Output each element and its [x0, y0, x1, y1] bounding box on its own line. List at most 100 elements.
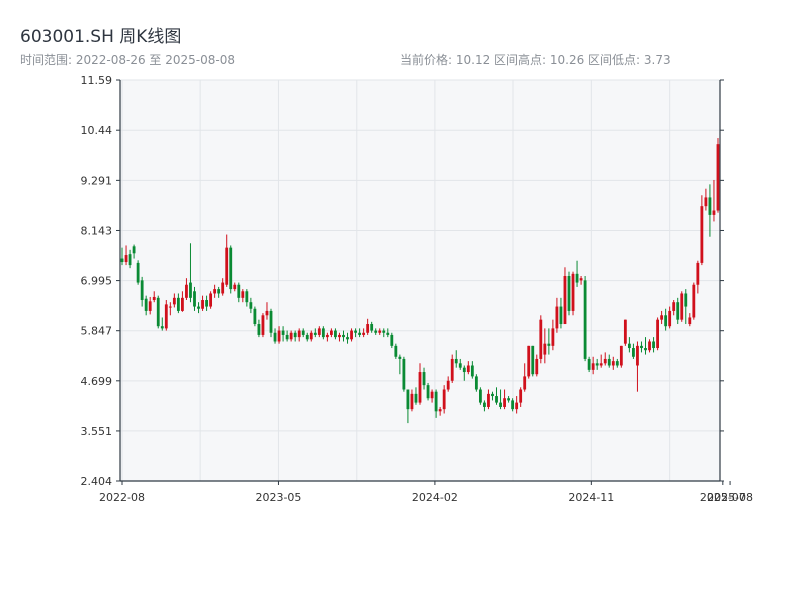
candle-body — [599, 363, 603, 366]
down-candle — [305, 332, 309, 342]
candle-body — [301, 330, 305, 335]
up-candle — [503, 389, 506, 410]
up-candle — [680, 291, 684, 322]
candle-body — [136, 262, 140, 283]
up-candle — [623, 319, 627, 346]
candle-body — [519, 389, 523, 403]
candle-body — [636, 345, 639, 366]
down-candle — [708, 184, 712, 237]
up-candle — [438, 406, 442, 416]
candle-body — [193, 291, 196, 307]
candle-body — [309, 332, 313, 340]
candle-body — [358, 332, 362, 335]
up-candle — [450, 354, 454, 383]
down-candle — [193, 286, 196, 311]
candle-body — [176, 297, 180, 311]
down-candle — [321, 326, 325, 340]
x-axis-ticks: 2022-08 2023-05 2024-02 2024-11 2025-072025-… — [99, 481, 753, 504]
candle-body — [342, 334, 345, 338]
down-candle — [470, 361, 474, 379]
candle-body — [313, 332, 317, 335]
down-candle — [676, 297, 680, 325]
candle-body — [511, 400, 515, 410]
candle-body — [559, 306, 563, 325]
candle-body — [543, 343, 547, 355]
x-tick-label: 2022-08 — [99, 491, 145, 504]
down-candle — [595, 358, 599, 370]
candle-body — [716, 144, 720, 211]
candle-body — [386, 332, 390, 335]
up-candle — [181, 291, 184, 312]
down-candle — [273, 328, 277, 344]
candle-body — [474, 376, 478, 390]
candle-body — [209, 293, 213, 307]
candle-body — [450, 358, 454, 381]
down-candle — [478, 387, 482, 405]
down-candle — [398, 354, 402, 375]
down-candle — [664, 308, 668, 331]
down-candle — [176, 293, 180, 314]
up-candle — [148, 296, 152, 315]
candle-body — [619, 345, 623, 366]
down-candle — [346, 332, 349, 344]
down-candle — [458, 358, 462, 370]
candle-body — [640, 345, 643, 349]
candle-body — [390, 334, 394, 346]
down-candle — [474, 374, 478, 392]
up-candle — [362, 328, 366, 338]
candle-body — [664, 315, 668, 327]
up-candle — [672, 300, 676, 316]
candle-body — [172, 297, 176, 305]
down-candle — [559, 297, 563, 329]
candle-body — [261, 315, 265, 335]
up-candle — [172, 293, 176, 308]
up-candle — [164, 300, 168, 331]
candle-body — [265, 310, 269, 316]
x-tick-label: 2024-02 — [412, 491, 458, 504]
down-candle — [358, 328, 362, 338]
candle-body — [692, 284, 696, 318]
up-candle — [527, 345, 531, 379]
candle-body — [426, 385, 430, 399]
down-candle — [644, 337, 647, 355]
down-candle — [245, 289, 249, 307]
candle-body — [660, 315, 664, 320]
candle-body — [503, 398, 506, 407]
candle-body — [623, 319, 627, 344]
candle-body — [350, 330, 353, 340]
candle-body — [603, 358, 607, 364]
down-candle — [370, 321, 374, 333]
candle-body — [672, 302, 676, 311]
candle-body — [434, 391, 438, 412]
up-candle — [330, 328, 333, 338]
candle-body — [668, 310, 672, 327]
candle-body — [338, 334, 341, 338]
up-candle — [233, 282, 237, 292]
up-candle — [289, 330, 293, 342]
candle-body — [607, 358, 611, 366]
down-candle — [313, 328, 317, 338]
down-candle — [269, 308, 273, 338]
down-candle — [632, 343, 635, 359]
candle-body — [297, 330, 301, 338]
up-candle — [168, 302, 172, 316]
down-candle — [499, 389, 502, 410]
up-candle — [692, 282, 696, 320]
up-candle — [696, 260, 700, 294]
candle-body — [696, 262, 700, 285]
candle-body — [370, 324, 374, 331]
y-tick-label: 2.404 — [81, 475, 113, 488]
candle-body — [575, 273, 579, 283]
y-tick-label: 9.291 — [81, 174, 113, 187]
down-candle — [136, 260, 140, 285]
up-candle — [430, 389, 434, 403]
down-candle — [205, 295, 208, 311]
down-candle — [285, 330, 289, 342]
candle-body — [523, 376, 527, 390]
candle-body — [656, 319, 659, 349]
candle-body — [406, 389, 410, 410]
candle-body — [249, 302, 253, 309]
candle-body — [595, 363, 599, 366]
down-candle — [229, 245, 233, 294]
up-candle — [446, 376, 450, 392]
